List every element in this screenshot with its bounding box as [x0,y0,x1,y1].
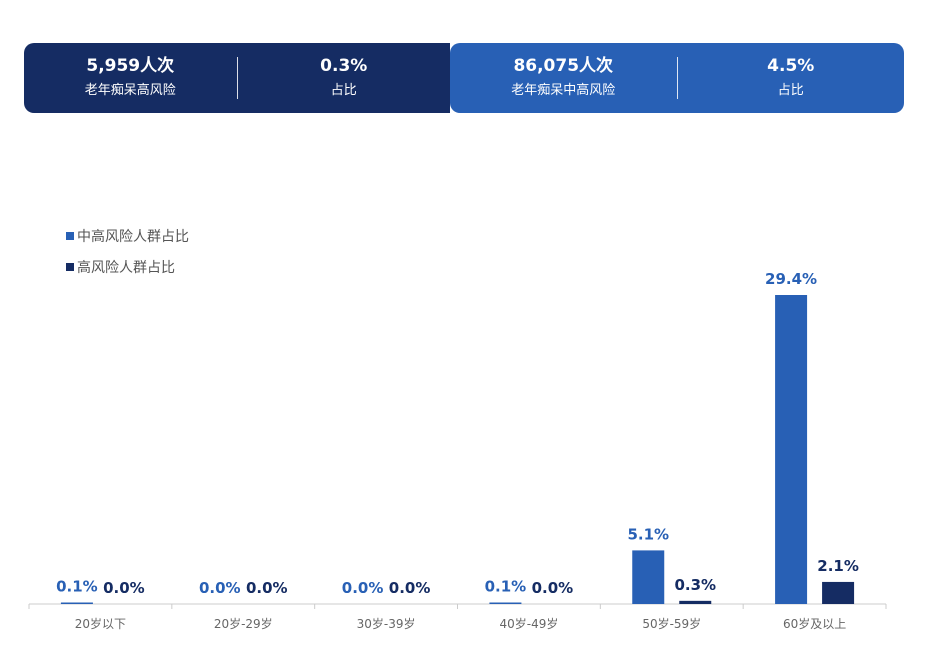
legend-label-mid-high: 中高风险人群占比 [77,229,189,245]
legend-item-high: 高风险人群占比 [66,257,189,277]
data-label-high-1: 0.0% [246,579,288,597]
legend-swatch-high [66,263,74,271]
bar-mid-high-0 [60,602,93,604]
bar-mid-high-3 [489,602,522,604]
bar-high-4 [679,600,712,604]
high-risk-share-value: 0.3% [320,56,368,76]
data-label-high-3: 0.0% [532,579,574,597]
mid-high-risk-share-stat: 4.5% 占比 [678,56,905,100]
chart-legend: 中高风险人群占比 高风险人群占比 [66,226,189,288]
data-label-mid-high-0: 0.1% [56,578,98,596]
data-label-mid-high-4: 5.1% [627,525,669,543]
data-label-mid-high-1: 0.0% [199,579,241,597]
high-risk-stat: 5,959人次 老年痴呆高风险 [24,56,237,100]
mid-high-risk-label: 老年痴呆中高风险 [511,83,616,98]
mid-high-risk-share-label: 占比 [777,83,804,98]
legend-item-mid-high: 中高风险人群占比 [66,226,189,246]
data-label-high-4: 0.3% [674,576,716,594]
bar-mid-high-4 [632,550,665,604]
data-label-high-2: 0.0% [389,579,431,597]
legend-swatch-mid-high [66,232,74,240]
bar-high-5 [822,581,855,604]
x-tick-label-4: 50岁-59岁 [642,616,701,631]
high-risk-share-stat: 0.3% 占比 [238,56,451,100]
mid-high-risk-share-value: 4.5% [767,56,815,76]
bar-mid-high-5 [775,295,808,604]
legend-label-high: 高风险人群占比 [77,260,175,276]
stat-divider [236,57,238,99]
mid-high-risk-stat: 86,075人次 老年痴呆中高风险 [450,56,677,100]
x-tick-label-1: 20岁-29岁 [214,616,273,631]
x-tick-label-2: 30岁-39岁 [357,616,416,631]
high-risk-panel: 5,959人次 老年痴呆高风险 0.3% 占比 [24,43,450,113]
mid-high-risk-panel: 86,075人次 老年痴呆中高风险 4.5% 占比 [450,43,904,113]
high-risk-count: 5,959人次 [86,56,175,76]
data-label-mid-high-5: 29.4% [765,270,817,288]
data-label-high-0: 0.0% [103,579,145,597]
x-tick-label-0: 20岁以下 [75,616,126,631]
stat-divider [676,57,678,99]
high-risk-label: 老年痴呆高风险 [84,83,176,98]
data-label-mid-high-3: 0.1% [485,578,527,596]
x-tick-label-3: 40岁-49岁 [499,616,558,631]
mid-high-risk-count: 86,075人次 [513,56,614,76]
data-label-mid-high-2: 0.0% [342,579,384,597]
high-risk-share-label: 占比 [330,83,357,98]
data-label-high-5: 2.1% [817,557,859,575]
x-tick-label-5: 60岁及以上 [783,616,846,631]
summary-banner: 5,959人次 老年痴呆高风险 0.3% 占比 86,075人次 老年痴呆中高风… [24,43,904,113]
